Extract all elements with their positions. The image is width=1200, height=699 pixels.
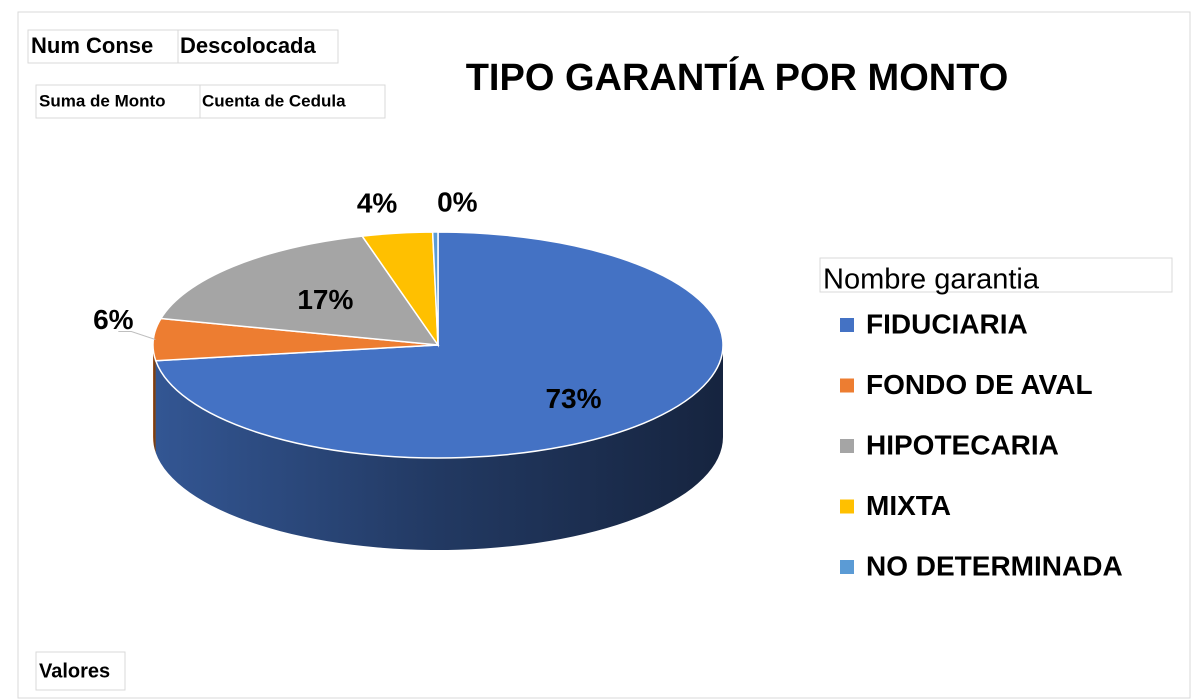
values-button-label: Valores — [39, 660, 110, 682]
filter-button-label: Num Conse — [31, 33, 153, 58]
legend-swatch — [840, 439, 854, 453]
pie: 73% 6% 17% 4% 0% — [93, 186, 724, 550]
value-button-label: Suma de Monto — [39, 91, 166, 110]
data-label: 6% — [93, 304, 134, 335]
chart-title: TIPO GARANTÍA POR MONTO — [466, 55, 1009, 99]
legend-swatch — [840, 318, 854, 332]
data-label: 0% — [437, 186, 478, 217]
legend-swatch — [840, 560, 854, 574]
filter-button-label: Descolocada — [180, 33, 316, 58]
pie-side — [153, 345, 156, 453]
legend: FIDUCIARIA FONDO DE AVAL HIPOTECARIA MIXTA N… — [840, 308, 1123, 581]
legend-label: MIXTA — [866, 490, 951, 521]
legend-label: FONDO DE AVAL — [866, 369, 1093, 400]
value-button[interactable]: Cuenta de Cedula — [199, 84, 386, 119]
legend-label: FIDUCIARIA — [866, 308, 1028, 339]
leader-line — [118, 331, 156, 340]
pie-slice — [154, 231, 724, 459]
legend-swatch — [840, 499, 854, 514]
legend-title-box[interactable]: Nombre garantia — [819, 257, 1173, 296]
filter-button[interactable]: Descolocada — [177, 29, 339, 64]
pie-side — [155, 345, 724, 550]
values-button[interactable]: Valores — [35, 651, 126, 691]
pie-slice — [159, 235, 440, 346]
filter-button[interactable]: Num Conse — [27, 29, 179, 64]
legend-swatch — [840, 378, 854, 393]
data-label: 73% — [545, 383, 601, 414]
legend-label: NO DETERMINADA — [866, 550, 1123, 581]
legend-label: HIPOTECARIA — [866, 429, 1059, 460]
value-button[interactable]: Suma de Monto — [35, 84, 201, 119]
pie-slice — [431, 231, 439, 346]
legend-title: Nombre garantia — [823, 264, 1040, 296]
value-button-label: Cuenta de Cedula — [202, 91, 346, 110]
data-label: 4% — [357, 188, 398, 219]
data-label: 17% — [297, 284, 353, 315]
